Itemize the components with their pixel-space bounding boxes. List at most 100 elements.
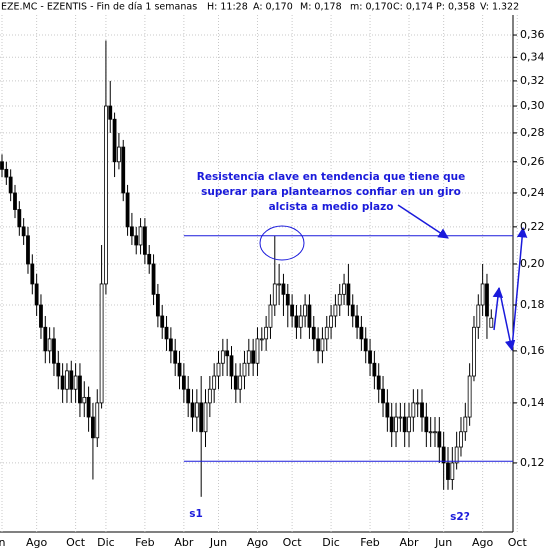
candle-body: [216, 362, 221, 377]
candle-body: [60, 375, 65, 390]
y-tick-label: 0,22: [520, 220, 545, 233]
candle-body: [69, 370, 74, 390]
y-tick-label: 0,30: [520, 99, 545, 112]
x-tick-label: Ago: [472, 536, 494, 549]
candle-body: [463, 416, 468, 433]
candle-body: [394, 416, 398, 433]
y-tick-label: 0,14: [520, 396, 545, 409]
candle-body: [99, 283, 104, 404]
candle-body: [428, 431, 433, 434]
candles: [0, 40, 494, 497]
candle-body: [39, 304, 43, 328]
candle-body: [467, 375, 472, 418]
y-tick-label: 0,36: [520, 28, 545, 41]
candle-body: [238, 375, 243, 390]
header-field: P: 0,358: [436, 2, 475, 13]
candle-body: [307, 304, 312, 328]
candle-body: [363, 338, 368, 352]
candle-body: [220, 350, 225, 364]
candle-body: [108, 105, 113, 120]
candle-body: [8, 176, 13, 194]
candle-body: [350, 304, 355, 317]
candle-body: [47, 338, 52, 352]
candle-body: [91, 416, 95, 439]
candle-body: [104, 105, 108, 285]
candle-body: [73, 375, 78, 390]
candle-body: [155, 293, 160, 317]
candle-body: [446, 462, 450, 480]
candle-body: [95, 402, 100, 439]
candle-body: [450, 462, 455, 480]
candle-body: [125, 192, 130, 228]
candle-body: [420, 402, 424, 418]
candle-body: [181, 375, 186, 390]
candle-body: [359, 326, 364, 340]
candle-body: [121, 146, 126, 194]
candle-body: [0, 161, 4, 170]
candle-body: [342, 283, 346, 295]
candle-body: [164, 326, 169, 340]
candle-body: [472, 326, 476, 377]
x-tick-label: Feb: [360, 536, 379, 549]
candle-body: [441, 446, 446, 464]
candle-body: [385, 402, 390, 418]
candle-body: [346, 283, 351, 306]
candle-body: [160, 315, 165, 328]
candle-body: [303, 304, 308, 317]
candle-body: [142, 226, 147, 255]
x-tick-label: Feb: [135, 536, 154, 549]
candle-body: [251, 350, 256, 364]
candle-body: [173, 350, 178, 364]
y-tick-label: 0,28: [520, 126, 545, 139]
candle-body: [337, 293, 342, 306]
candle-body: [151, 263, 156, 295]
x-tick-label: Jun: [434, 536, 452, 549]
candle-body: [316, 338, 320, 352]
x-tick-label: Jun: [209, 536, 227, 549]
candle-body: [285, 293, 290, 306]
y-tick-label: 0,18: [520, 298, 545, 311]
candle-body: [402, 416, 407, 433]
candle-body: [454, 446, 459, 464]
candle-body: [52, 338, 56, 364]
x-tick-label: Oct: [508, 536, 528, 549]
candle-body: [147, 253, 152, 265]
candle-body: [433, 431, 437, 434]
candle-body: [485, 283, 489, 317]
candle-body: [259, 338, 264, 341]
candle-body: [272, 283, 277, 306]
x-tick-label: Dic: [322, 536, 340, 549]
candle-body: [459, 431, 463, 448]
candle-body: [186, 388, 191, 404]
x-tick-label: Ago: [247, 536, 269, 549]
x-tick-label: Oct: [283, 536, 303, 549]
candle-body: [324, 326, 329, 340]
candle-body: [298, 315, 303, 328]
support-label: s2?: [450, 511, 470, 523]
candle-body: [65, 370, 69, 390]
candle-body: [225, 350, 230, 357]
candle-body: [13, 192, 17, 210]
x-tick-label: Ago: [26, 536, 48, 549]
candle-body: [134, 235, 139, 246]
candle-body: [489, 317, 494, 328]
candle-body: [86, 396, 91, 418]
header-field: C: 0,174: [393, 2, 433, 13]
candle-body: [376, 375, 381, 390]
candle-body: [17, 209, 22, 228]
candle-body: [199, 402, 204, 433]
header-field: M: 0,178: [300, 2, 342, 13]
candle-body: [368, 350, 372, 364]
candle-body: [194, 402, 199, 418]
candle-body: [168, 338, 173, 352]
candle-body: [207, 388, 212, 404]
candle-body: [281, 283, 286, 295]
y-tick-label: 0,26: [520, 155, 545, 168]
candle-body: [246, 350, 251, 364]
candle-body: [311, 326, 316, 340]
candle-body: [264, 326, 269, 340]
candle-body: [82, 396, 87, 404]
header: EZE.MC - EZENTIS - Fin de día 1 semanas …: [1, 2, 519, 13]
candle-body: [415, 402, 420, 405]
header-field: H: 11:28: [207, 2, 248, 13]
